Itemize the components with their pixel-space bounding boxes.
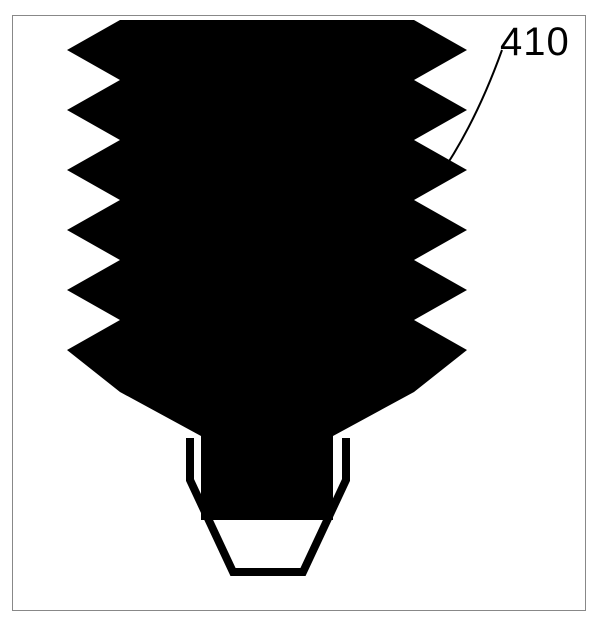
figure-svg — [0, 0, 596, 622]
diagram-stage: 410 — [0, 0, 596, 622]
accordion-body — [67, 20, 467, 520]
callout-label-410: 410 — [500, 20, 570, 65]
